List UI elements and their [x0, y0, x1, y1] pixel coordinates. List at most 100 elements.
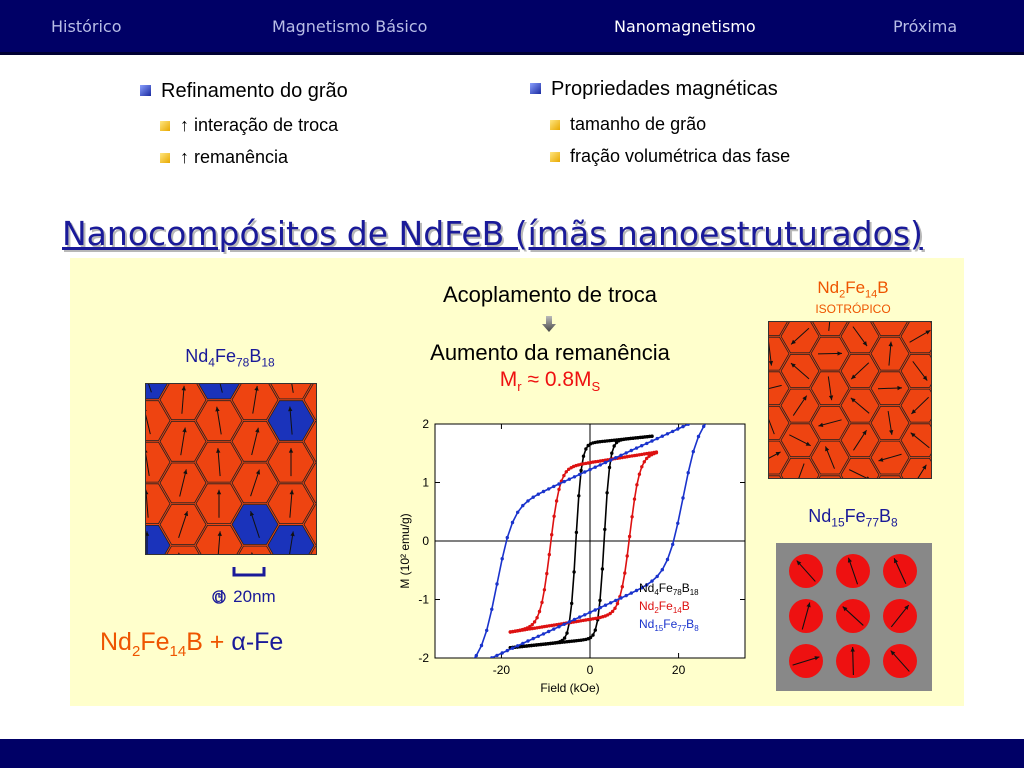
series-2-point	[495, 582, 499, 586]
nav-item-nanomagnetismo[interactable]: Nanomagnetismo	[614, 17, 756, 36]
legend-item-1-part: 14	[673, 606, 682, 615]
series-2-point	[702, 415, 705, 418]
series-1-point	[610, 609, 615, 614]
series-2-point	[552, 484, 556, 489]
grain-arrow-head	[215, 406, 220, 412]
series-2-point	[510, 520, 515, 525]
series-0-point	[565, 631, 569, 635]
series-2-point	[676, 521, 680, 525]
grain-arrow	[180, 427, 186, 456]
particle-arrow-head	[796, 560, 802, 566]
series-2-point	[474, 653, 478, 658]
series-2-point	[614, 598, 618, 603]
series-1-point	[632, 497, 637, 501]
grain-red	[269, 383, 313, 400]
series-2-point	[480, 661, 483, 664]
legend-item-1-part: Nd	[639, 599, 654, 613]
series-2-point	[439, 680, 442, 683]
series-0-point	[577, 494, 581, 498]
sub-bullet-square-icon	[160, 121, 170, 131]
grain-red	[309, 545, 317, 555]
series-2-point	[645, 583, 649, 587]
series-2-point	[645, 441, 649, 446]
grain-arrow	[250, 511, 260, 538]
particle-arrow-head	[806, 602, 811, 608]
series-2-point	[686, 471, 690, 475]
series-2-point	[449, 675, 452, 678]
x-axis-label: Field (kOe)	[540, 681, 599, 695]
mr-sub: r	[517, 379, 522, 395]
x-tick-label: 0	[587, 663, 594, 677]
series-1-point	[562, 473, 566, 478]
bullet-square-icon	[530, 83, 541, 94]
mr-symbol: M	[499, 368, 518, 391]
series-1-point	[545, 571, 549, 576]
grain-arrow-head	[255, 469, 261, 475]
grain-arrow	[291, 383, 294, 393]
grain-red	[303, 383, 317, 421]
series-1-point	[535, 616, 539, 620]
series-2-point	[500, 651, 504, 655]
series-0-point	[581, 454, 586, 458]
series-1-point	[542, 588, 547, 592]
right-grain-microstructure	[768, 321, 932, 479]
series-1-point	[537, 609, 542, 614]
nav-item-magnetismo-basico[interactable]: Magnetismo Básico	[272, 17, 428, 36]
grain-arrow	[250, 469, 260, 497]
grain-red	[768, 321, 789, 336]
series-2-point	[470, 661, 473, 664]
series-1-point	[593, 460, 598, 464]
series-2-point	[702, 424, 706, 429]
left-figure-label: Nd4Fe78B18	[185, 346, 275, 370]
particle-arrow	[890, 604, 910, 628]
series-1-point	[613, 606, 617, 610]
particle-arrow	[792, 656, 820, 666]
particle-arrow-head	[842, 606, 848, 612]
series-1-point	[528, 624, 532, 629]
grain-arrow-head	[288, 448, 294, 453]
series-2-point	[655, 574, 659, 579]
series-0-point	[607, 465, 612, 470]
legend-item-2-part: 77	[677, 624, 686, 633]
sub-bullet-square-icon	[550, 152, 560, 162]
grain-arrow-head	[851, 374, 856, 380]
legend-item-2-part: 8	[694, 624, 699, 633]
series-2-point	[510, 646, 515, 650]
grain-arrow	[178, 511, 188, 538]
grain-red	[780, 457, 820, 479]
particle-arrow	[842, 606, 864, 626]
grain-border	[145, 383, 317, 555]
nav-item-proxima[interactable]: Próxima	[893, 17, 958, 36]
grain-arrow-head	[925, 330, 931, 335]
series-0-point	[562, 636, 567, 640]
clock-icon	[212, 590, 226, 604]
nav-item-historico[interactable]: Histórico	[51, 17, 122, 36]
series-2-point	[588, 467, 592, 472]
legend-item-2-part: Fe	[663, 617, 677, 631]
grain-arrow-head	[862, 341, 868, 347]
top-navigation: Histórico Magnetismo Básico Nanomagnetis…	[0, 0, 1024, 55]
series-0-point	[586, 443, 590, 448]
series-2-point	[464, 668, 467, 671]
series-2-point	[619, 596, 623, 600]
series-1-point	[627, 454, 632, 458]
grain-arrow-head	[145, 531, 150, 536]
series-2-point	[692, 420, 695, 423]
series-1-point	[625, 554, 629, 558]
aumento-text: Aumento da remanência	[430, 340, 670, 365]
legend-item-2: Nd15Fe77B8	[639, 617, 699, 633]
series-2-point	[470, 666, 473, 669]
series-2-point	[536, 634, 540, 638]
grain-arrow-head	[837, 351, 842, 356]
bullet-propriedades: Propriedades magnéticas	[530, 78, 778, 101]
series-2-point	[521, 641, 525, 646]
grain-arrow-head	[818, 422, 824, 427]
series-1-point	[647, 454, 651, 458]
mr-approx: ≈ 0.8M	[521, 368, 592, 391]
grain-arrow-head	[183, 511, 189, 517]
grain-arrow-head	[897, 385, 902, 391]
grain-arrow	[289, 489, 293, 518]
bullet-square-icon	[140, 85, 151, 96]
series-2-point	[671, 542, 675, 547]
series-2-point	[490, 607, 494, 611]
